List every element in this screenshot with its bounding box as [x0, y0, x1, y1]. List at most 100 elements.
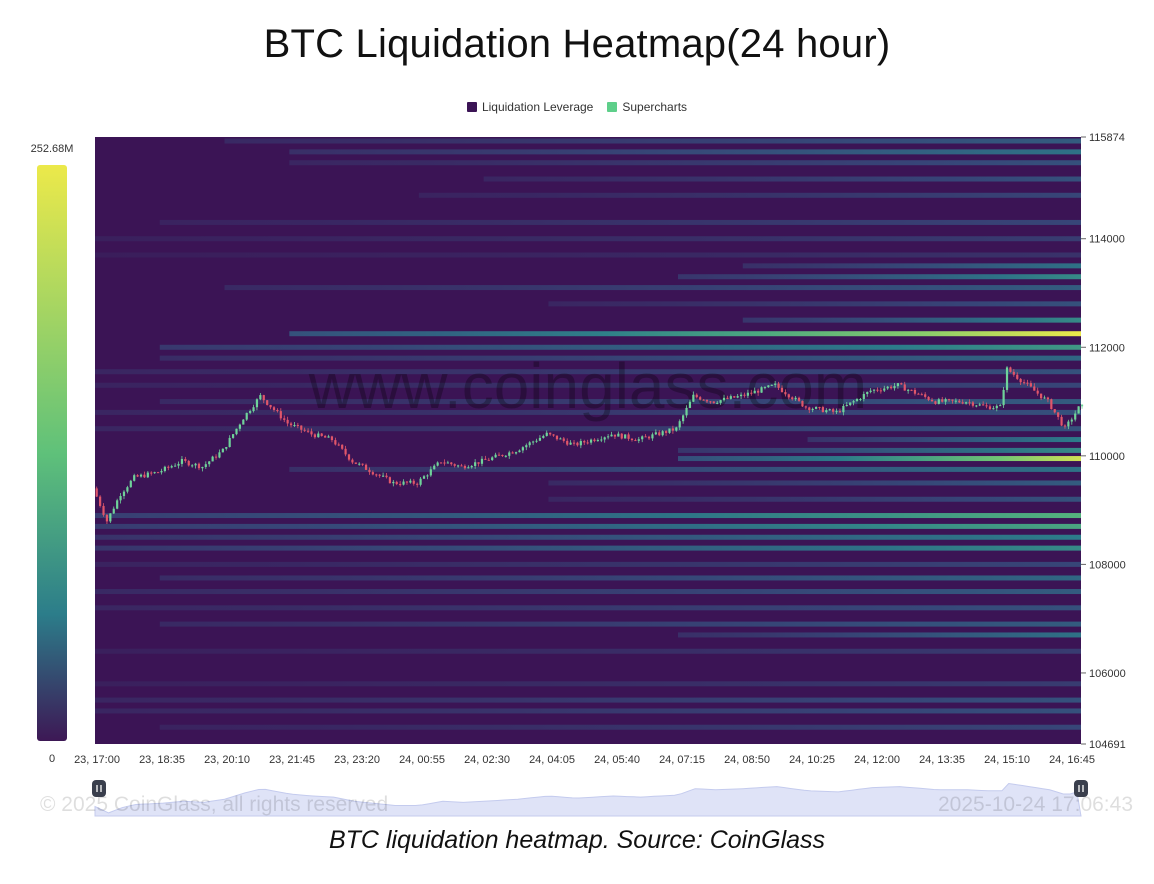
legend-item-liquidation-leverage[interactable]: Liquidation Leverage: [466, 100, 593, 114]
candle-body: [201, 466, 204, 469]
candle-body: [289, 423, 293, 426]
candle-body: [545, 432, 548, 436]
candle-body: [801, 400, 804, 407]
candle-body: [368, 469, 371, 473]
candle-body: [497, 454, 501, 456]
candle-body: [300, 425, 303, 430]
candle-body: [341, 444, 344, 449]
candle-body: [572, 442, 576, 444]
liquidation-band: [224, 285, 1082, 291]
candle-body: [491, 457, 494, 461]
y-tick-label: 108000: [1089, 559, 1126, 571]
candle-body: [954, 400, 957, 402]
candle-body: [412, 480, 415, 484]
candle-body: [419, 478, 422, 485]
candle-body: [780, 387, 784, 393]
candle-body: [153, 472, 156, 474]
candle-body: [978, 404, 981, 406]
x-tick-label: 23, 23:20: [334, 754, 380, 766]
candle-body: [453, 464, 456, 466]
candle-body: [439, 462, 443, 464]
liquidation-band: [289, 466, 1082, 472]
candle-body: [528, 442, 531, 446]
candle-body: [116, 500, 119, 509]
candle-body: [122, 491, 126, 497]
candle-body: [1029, 383, 1032, 387]
candle-body: [1074, 413, 1077, 420]
copyright-watermark: © 2025 CoinGlass, all rights reserved: [40, 793, 388, 816]
candle-body: [337, 444, 340, 446]
time-navigator[interactable]: © 2025 CoinGlass, all rights reserved 202…: [40, 770, 1133, 817]
candle-body: [194, 463, 197, 466]
candle-body: [129, 480, 132, 488]
liquidation-band: [418, 192, 1081, 198]
x-tick-label: 24, 02:30: [464, 754, 510, 766]
liquidation-band: [95, 426, 1081, 432]
candle-body: [1009, 367, 1012, 372]
candle-body: [971, 402, 975, 406]
candle-body: [555, 435, 559, 440]
colorbar: 252.68M 0: [31, 143, 74, 765]
candle-body: [832, 409, 835, 412]
y-tick-label: 114000: [1089, 234, 1125, 246]
candle-body: [364, 464, 368, 470]
candle-body: [163, 466, 166, 471]
candle-body: [146, 472, 149, 478]
candle-body: [306, 430, 310, 432]
liquidation-band: [159, 355, 1082, 361]
liquidation-band: [95, 708, 1081, 714]
candle-body: [150, 472, 153, 474]
candle-body: [937, 399, 940, 404]
x-tick-label: 24, 00:55: [399, 754, 445, 766]
candle-body: [934, 401, 937, 404]
candle-body: [982, 404, 985, 406]
liquidation-band: [95, 534, 1081, 540]
y-tick-label: 106000: [1089, 668, 1126, 680]
candle-body: [320, 433, 323, 436]
candle-body: [538, 437, 542, 441]
candle-body: [327, 436, 330, 438]
liquidation-band: [95, 236, 1081, 242]
candle-body: [913, 389, 917, 394]
navigator-handle-left[interactable]: [92, 780, 106, 797]
candle-body: [743, 394, 746, 396]
legend-swatch-supercharts: [607, 102, 618, 112]
navigator-handle-right[interactable]: [1074, 780, 1088, 797]
liquidation-band: [224, 138, 1082, 144]
candle-body: [259, 395, 262, 400]
candle-body: [426, 475, 429, 477]
candle-body: [402, 481, 405, 485]
colorbar-gradient: [37, 165, 67, 741]
candle-body: [385, 475, 388, 478]
candle-body: [463, 465, 467, 469]
candle-body: [716, 402, 719, 404]
candle-body: [842, 405, 845, 413]
liquidation-band: [95, 513, 1081, 519]
legend-item-supercharts[interactable]: Supercharts: [607, 100, 687, 114]
candle-body: [119, 496, 122, 501]
liquidation-band: [678, 456, 1081, 462]
y-tick-label: 104691: [1089, 739, 1126, 751]
liquidation-bands: [95, 138, 1082, 730]
candle-body: [975, 405, 978, 407]
candle-body: [484, 458, 487, 460]
candle-body: [682, 415, 685, 422]
legend-label-supercharts: Supercharts: [622, 100, 688, 114]
x-tick-label: 23, 17:00: [74, 754, 120, 766]
candle-body: [661, 431, 664, 436]
candle-body: [644, 436, 647, 438]
candle-body: [460, 465, 463, 467]
candle-body: [221, 448, 224, 453]
timestamp-watermark: 2025-10-24 17:06:43: [938, 793, 1133, 816]
candle-body: [835, 411, 838, 413]
candle-body: [787, 394, 790, 398]
candle-body: [313, 434, 317, 438]
candle-body: [187, 460, 190, 466]
candle-body: [879, 390, 882, 392]
candle-body: [668, 428, 671, 433]
candle-body: [395, 481, 398, 485]
candle-body: [457, 465, 460, 467]
candle-body: [620, 433, 623, 439]
candle-body: [416, 483, 419, 485]
candle-body: [174, 465, 177, 467]
